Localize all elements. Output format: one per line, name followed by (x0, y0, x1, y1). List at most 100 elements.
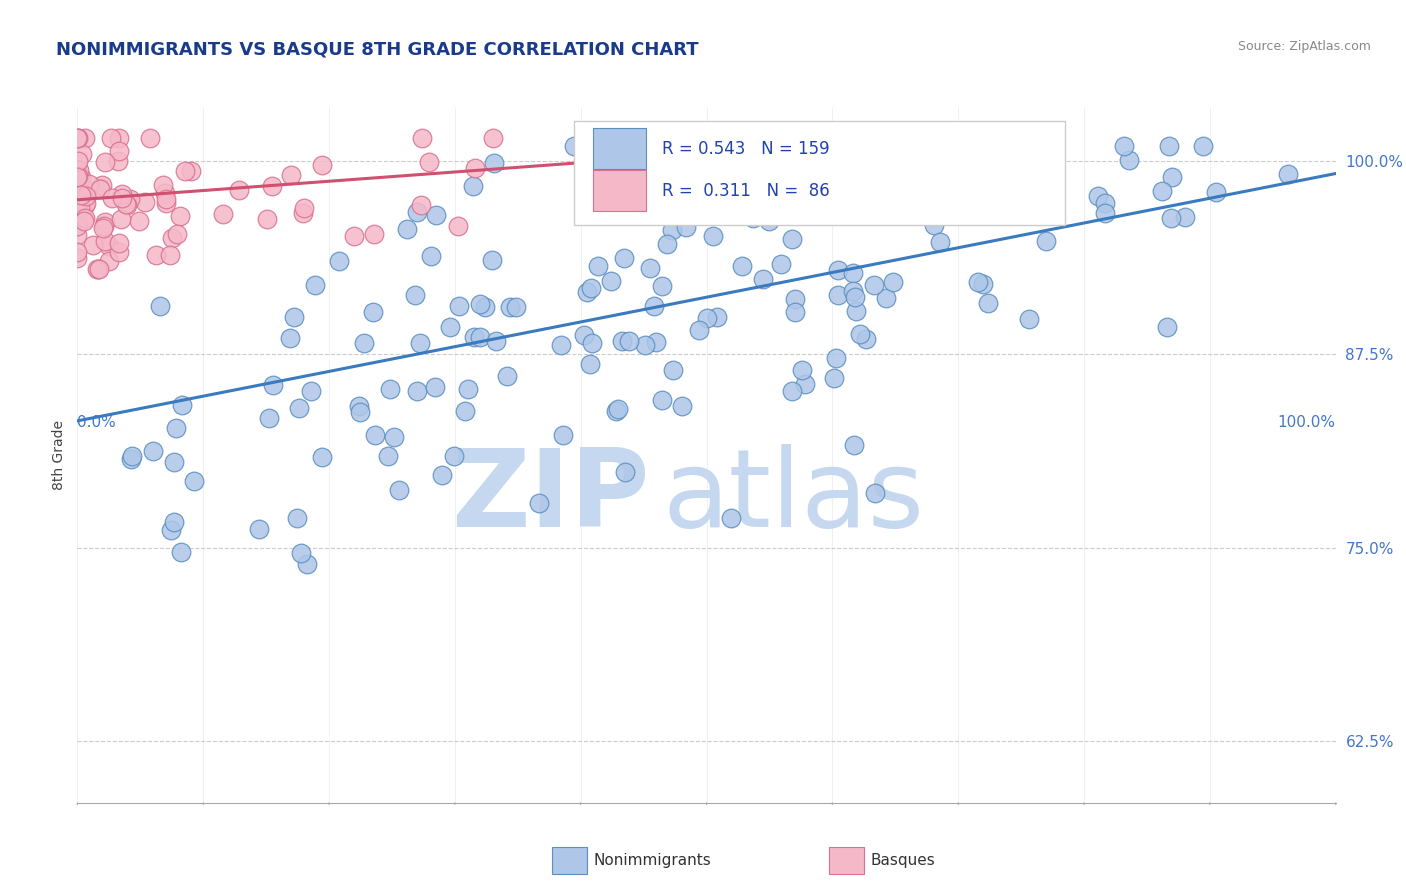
Point (929, 235, 952, 250)
Point (1152, 184, 1174, 198)
Point (470, 297, 492, 311)
Point (579, 281, 602, 295)
Point (842, 266, 865, 280)
Point (66, 131, 89, 145)
Point (211, 207, 233, 221)
Point (70, 187, 93, 202)
Point (100, 131, 122, 145)
Point (844, 290, 866, 304)
Point (408, 335, 430, 350)
Point (82, 238, 104, 252)
Point (613, 466, 636, 480)
Point (280, 331, 302, 345)
Point (87, 262, 110, 277)
Text: Basques: Basques (870, 853, 935, 868)
Point (155, 196, 177, 211)
Point (411, 198, 433, 212)
Point (681, 138, 703, 153)
Point (153, 186, 176, 200)
Point (89, 181, 111, 195)
Point (855, 332, 877, 346)
Point (67, 162, 90, 177)
Point (169, 209, 191, 223)
Point (138, 131, 160, 145)
Point (1087, 188, 1109, 202)
Point (67, 169, 90, 183)
Point (94, 214, 117, 228)
Point (499, 300, 522, 314)
Point (299, 384, 322, 398)
Point (1205, 186, 1227, 200)
Point (920, 138, 942, 153)
Point (66, 251, 89, 265)
Point (972, 277, 994, 292)
Point (773, 172, 796, 186)
Point (87, 262, 110, 277)
Point (166, 421, 188, 435)
Point (1159, 138, 1181, 153)
Point (447, 299, 470, 313)
Point (134, 194, 156, 209)
Point (262, 378, 284, 392)
Point (581, 335, 603, 350)
Point (149, 299, 172, 313)
Point (849, 327, 872, 342)
Point (1174, 210, 1197, 224)
Point (651, 392, 673, 407)
Point (655, 237, 678, 252)
Point (896, 180, 918, 194)
Point (1018, 312, 1040, 326)
Point (66, 153, 89, 168)
FancyBboxPatch shape (828, 847, 863, 874)
Point (66, 168, 89, 182)
Point (790, 363, 813, 377)
Point (66, 227, 89, 242)
Point (1094, 206, 1116, 220)
Point (108, 131, 131, 145)
Point (159, 248, 181, 262)
Point (411, 131, 433, 145)
Point (675, 220, 697, 235)
Point (1160, 211, 1182, 226)
Point (72, 179, 94, 194)
Text: ZIP: ZIP (451, 443, 650, 549)
Point (633, 337, 655, 351)
Point (599, 274, 621, 288)
Point (94, 234, 117, 248)
Text: 100.0%: 100.0% (1278, 416, 1336, 430)
Point (787, 138, 810, 153)
Point (447, 219, 470, 234)
Point (228, 183, 250, 197)
Text: R =  0.311   N =  86: R = 0.311 N = 86 (662, 182, 830, 200)
Point (404, 288, 426, 302)
Point (347, 399, 370, 413)
Point (482, 155, 505, 169)
Point (66, 216, 89, 230)
Point (474, 300, 496, 314)
Point (439, 319, 461, 334)
Point (454, 404, 477, 418)
Point (891, 138, 914, 153)
Point (575, 285, 598, 300)
Point (702, 228, 724, 243)
Point (163, 515, 186, 529)
Point (731, 260, 754, 274)
Point (66, 131, 89, 145)
Point (468, 330, 491, 344)
Point (485, 334, 508, 348)
Point (790, 156, 813, 170)
Point (152, 178, 174, 192)
Text: Nonimmigrants: Nonimmigrants (593, 853, 711, 868)
Point (425, 208, 447, 222)
Point (290, 546, 312, 560)
Point (696, 310, 718, 325)
Point (115, 197, 138, 211)
Point (617, 334, 640, 348)
Point (970, 185, 993, 199)
Point (702, 159, 724, 173)
Point (406, 204, 429, 219)
Point (863, 486, 886, 500)
Point (578, 357, 600, 371)
Text: atlas: atlas (662, 443, 925, 549)
Point (550, 337, 572, 351)
